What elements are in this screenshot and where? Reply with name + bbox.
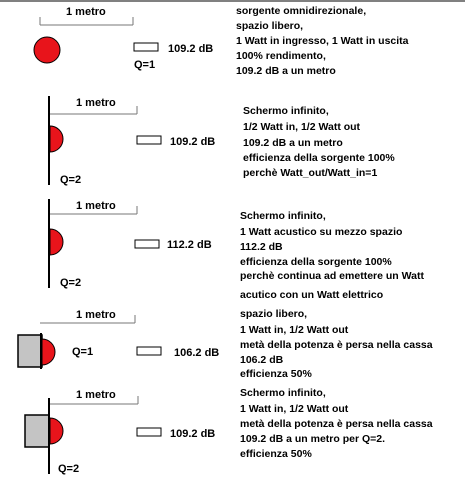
description-line: 109.2 dB a un metro bbox=[236, 65, 336, 77]
scenario-1: 1 metro 109.2 dB Q=1 sorgente omnidirezi… bbox=[33, 5, 409, 77]
description-line: metà della potenza è persa nella cassa bbox=[240, 418, 433, 430]
q-factor: Q=2 bbox=[60, 277, 81, 289]
description-line: 1/2 Watt in, 1/2 Watt out bbox=[243, 121, 361, 133]
half-source-icon bbox=[49, 417, 64, 445]
q-factor: Q=1 bbox=[134, 59, 155, 71]
description-line: 106.2 dB bbox=[240, 354, 284, 366]
description-line: 1 Watt in, 1/2 Watt out bbox=[240, 324, 349, 336]
level-meter-box bbox=[136, 346, 162, 356]
scenario-4: 1 metro Q=1 106.2 dB spazio libero, 1 Wa… bbox=[17, 308, 433, 380]
q-factor: Q=2 bbox=[60, 174, 81, 186]
level-meter-box bbox=[134, 239, 160, 249]
description-line: efficienza della sorgente 100% bbox=[240, 256, 392, 268]
sound-source-icon bbox=[33, 36, 61, 64]
description-line: 100% rendimento, bbox=[236, 50, 326, 62]
scenario-5: 1 metro 109.2 dB Q=2 Schermo infinito, 1… bbox=[24, 387, 433, 475]
level-meter-box bbox=[133, 42, 159, 52]
q-factor: Q=1 bbox=[72, 346, 93, 358]
half-source-icon bbox=[49, 228, 64, 256]
level-meter-box bbox=[136, 427, 162, 437]
description-line: sorgente omnidirezionale, bbox=[236, 5, 366, 17]
half-source-icon bbox=[41, 338, 56, 366]
description-line: Schermo infinito, bbox=[243, 105, 329, 117]
description-line: 1 Watt in, 1/2 Watt out bbox=[240, 403, 349, 415]
description-line: Schermo infinito, bbox=[240, 387, 326, 399]
distance-label: 1 metro bbox=[76, 200, 116, 212]
loudspeaker-cabinet bbox=[24, 414, 50, 448]
description-line: 109.2 dB a un metro per Q=2. bbox=[240, 433, 385, 445]
description-line: acutico con un Watt elettrico bbox=[240, 289, 383, 301]
half-source-icon bbox=[49, 125, 64, 153]
description-line: 112.2 dB bbox=[240, 241, 283, 253]
description-line: efficienza della sorgente 100% bbox=[243, 152, 395, 164]
description-line: efficienza 50% bbox=[240, 368, 312, 380]
description-line: spazio libero, bbox=[236, 20, 303, 32]
description-line: perchè continua ad emettere un Watt bbox=[240, 270, 424, 282]
distance-label: 1 metro bbox=[66, 6, 106, 18]
description-line: perchè Watt_out/Watt_in=1 bbox=[243, 167, 377, 179]
distance-label: 1 metro bbox=[76, 389, 116, 401]
distance-label: 1 metro bbox=[76, 97, 116, 109]
level-readout: 106.2 dB bbox=[174, 347, 219, 359]
loudspeaker-cabinet bbox=[17, 334, 43, 368]
description-line: spazio libero, bbox=[240, 308, 307, 320]
description-line: 1 Watt acustico su mezzo spazio bbox=[240, 226, 402, 238]
description-line: Schermo infinito, bbox=[240, 210, 326, 222]
q-factor: Q=2 bbox=[58, 463, 79, 475]
description-line: 109.2 dB a un metro bbox=[243, 137, 343, 149]
level-meter-box bbox=[136, 135, 162, 145]
level-readout: 109.2 dB bbox=[170, 136, 215, 148]
distance-label: 1 metro bbox=[76, 309, 116, 321]
description-line: metà della potenza è persa nella cassa bbox=[240, 339, 433, 351]
level-readout: 109.2 dB bbox=[170, 428, 215, 440]
scenario-3: 1 metro 112.2 dB Q=2 Schermo infinito, 1… bbox=[48, 199, 424, 301]
description-line: 1 Watt in ingresso, 1 Watt in uscita bbox=[236, 35, 409, 47]
scenario-2: 1 metro 109.2 dB Q=2 Schermo infinito, 1… bbox=[48, 96, 395, 186]
level-readout: 109.2 dB bbox=[168, 43, 213, 55]
description-line: efficienza 50% bbox=[240, 448, 312, 460]
level-readout: 112.2 dB bbox=[167, 239, 212, 251]
